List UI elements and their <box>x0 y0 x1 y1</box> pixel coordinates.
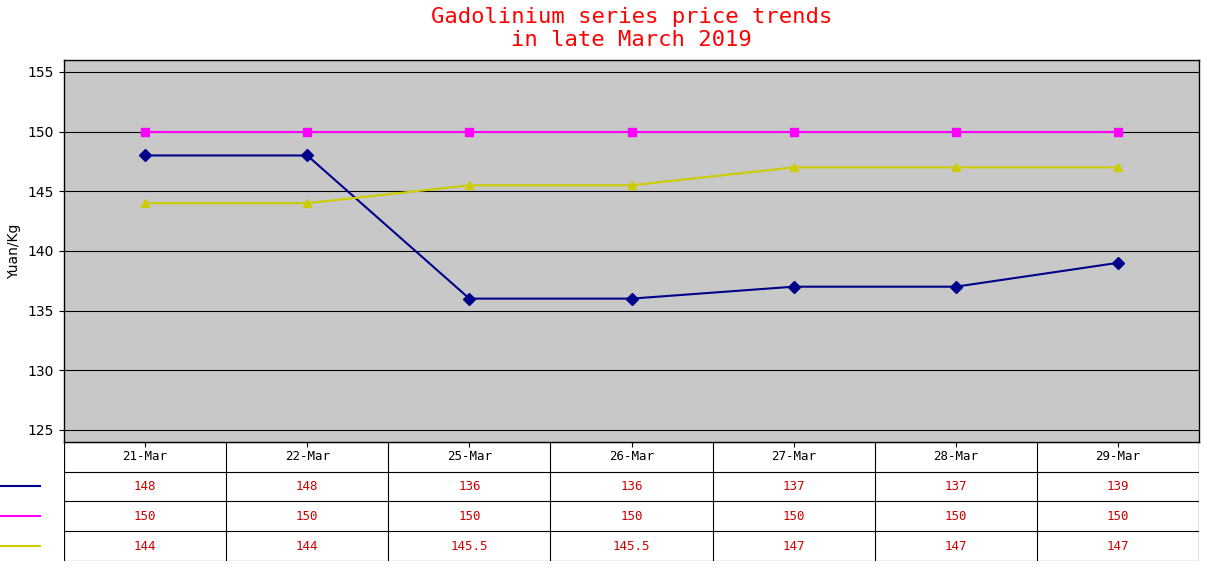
Text: 147: 147 <box>783 540 804 553</box>
Text: 145.5: 145.5 <box>451 540 488 553</box>
Y-axis label: Yuan/Kg: Yuan/Kg <box>7 223 21 278</box>
Text: 27-Mar: 27-Mar <box>771 450 816 463</box>
Text: 29-Mar: 29-Mar <box>1095 450 1141 463</box>
Text: 150: 150 <box>944 510 967 523</box>
Text: 28-Mar: 28-Mar <box>933 450 978 463</box>
Text: 139: 139 <box>1107 480 1129 493</box>
Text: 150: 150 <box>783 510 804 523</box>
Text: 137: 137 <box>783 480 804 493</box>
Text: 148: 148 <box>134 480 157 493</box>
Text: 26-Mar: 26-Mar <box>609 450 654 463</box>
Title: Gadolinium series price trends
in late March 2019: Gadolinium series price trends in late M… <box>431 7 832 50</box>
Text: 150: 150 <box>295 510 318 523</box>
Text: 144: 144 <box>295 540 318 553</box>
Text: 137: 137 <box>944 480 967 493</box>
Text: 147: 147 <box>944 540 967 553</box>
Text: 147: 147 <box>1107 540 1129 553</box>
Text: 145.5: 145.5 <box>613 540 650 553</box>
Text: 150: 150 <box>458 510 481 523</box>
Text: 144: 144 <box>134 540 157 553</box>
Text: 136: 136 <box>458 480 481 493</box>
Text: 22-Mar: 22-Mar <box>285 450 329 463</box>
Text: 25-Mar: 25-Mar <box>447 450 492 463</box>
Text: 136: 136 <box>620 480 643 493</box>
Text: 150: 150 <box>134 510 157 523</box>
Text: 150: 150 <box>1107 510 1129 523</box>
Text: 150: 150 <box>620 510 643 523</box>
Text: 21-Mar: 21-Mar <box>123 450 168 463</box>
Text: 148: 148 <box>295 480 318 493</box>
